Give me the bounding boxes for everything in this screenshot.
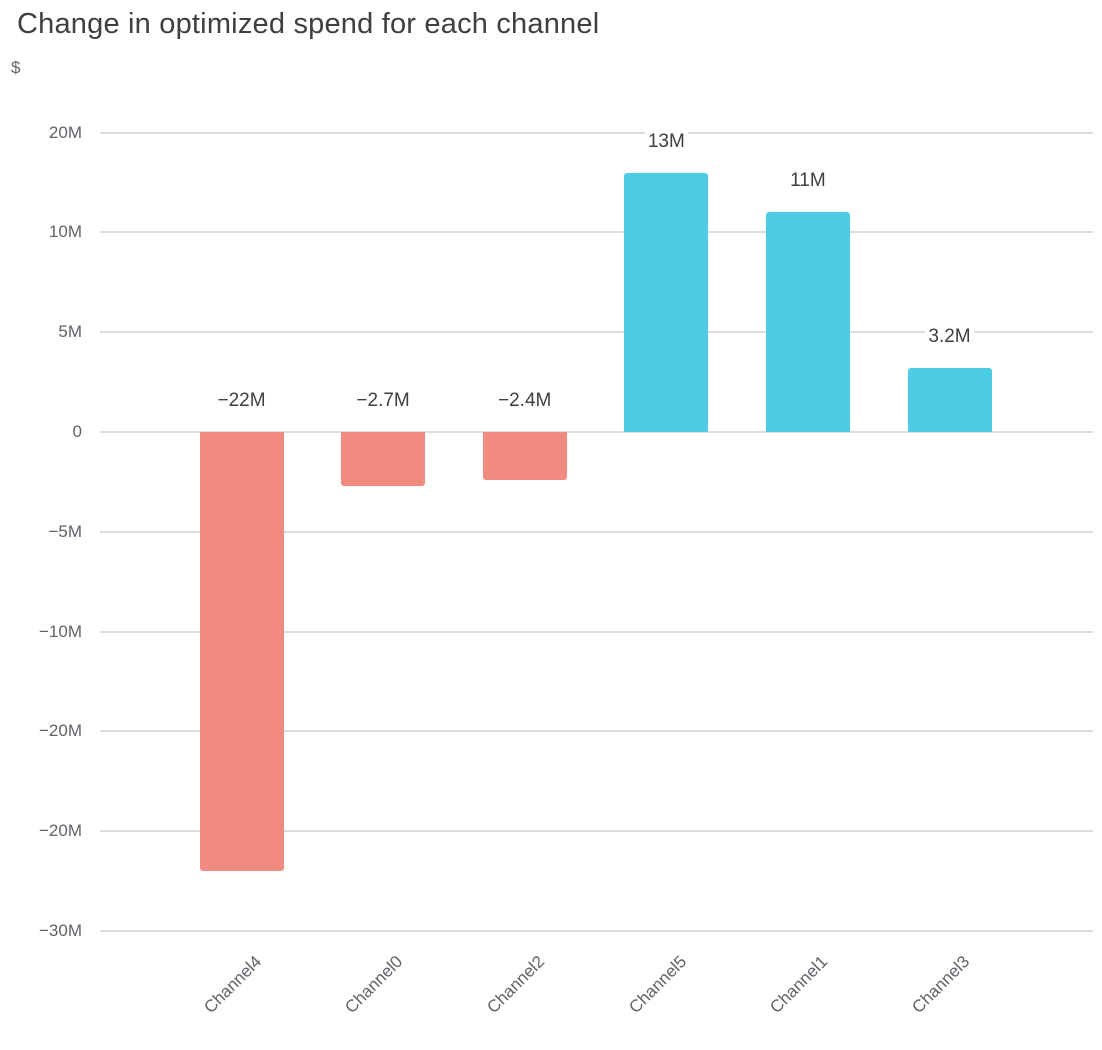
x-axis-label: Channel0 bbox=[341, 952, 407, 1017]
bar bbox=[199, 432, 284, 872]
bar-value-label: −2.4M bbox=[455, 390, 595, 412]
gridline bbox=[100, 331, 1093, 334]
bar bbox=[482, 432, 567, 480]
x-axis-label: Channel3 bbox=[908, 952, 973, 1017]
bar-value-label: −2.7M bbox=[313, 390, 453, 412]
gridline bbox=[100, 530, 1093, 533]
bar-value-label: 13M bbox=[596, 130, 736, 153]
y-tick-label: −20M bbox=[39, 821, 82, 841]
gridline bbox=[100, 730, 1093, 733]
bar-value-label: 3.2M bbox=[880, 326, 1020, 348]
y-axis-unit-label: $ bbox=[11, 58, 21, 77]
gridline bbox=[100, 231, 1093, 234]
bar-value-label: −22M bbox=[172, 390, 312, 412]
chart-title: Change in optimized spend for each chann… bbox=[17, 8, 600, 40]
bar-value-label: 11M bbox=[738, 170, 878, 192]
y-tick-label: −30M bbox=[39, 921, 82, 940]
y-tick-label: −10M bbox=[39, 621, 82, 641]
x-axis-label: Channel1 bbox=[766, 952, 832, 1017]
gridline bbox=[100, 431, 1093, 433]
y-tick-label: 0 bbox=[72, 422, 82, 441]
y-tick-label: 20M bbox=[48, 122, 82, 142]
gridline bbox=[100, 830, 1093, 833]
gridline bbox=[100, 131, 1093, 134]
y-tick-label: 5M bbox=[58, 322, 82, 342]
y-tick-label: −20M bbox=[39, 721, 82, 741]
bar bbox=[907, 368, 992, 432]
bar bbox=[765, 212, 850, 432]
x-axis-label: Channel2 bbox=[483, 952, 549, 1017]
bar bbox=[624, 172, 709, 432]
x-axis-label: Channel4 bbox=[200, 952, 265, 1017]
gridline bbox=[100, 930, 1093, 932]
bar bbox=[341, 432, 426, 486]
y-tick-label: −5M bbox=[48, 521, 82, 541]
y-tick-label: 10M bbox=[48, 222, 82, 242]
gridline bbox=[100, 630, 1093, 633]
x-axis-label: Channel5 bbox=[624, 952, 690, 1017]
